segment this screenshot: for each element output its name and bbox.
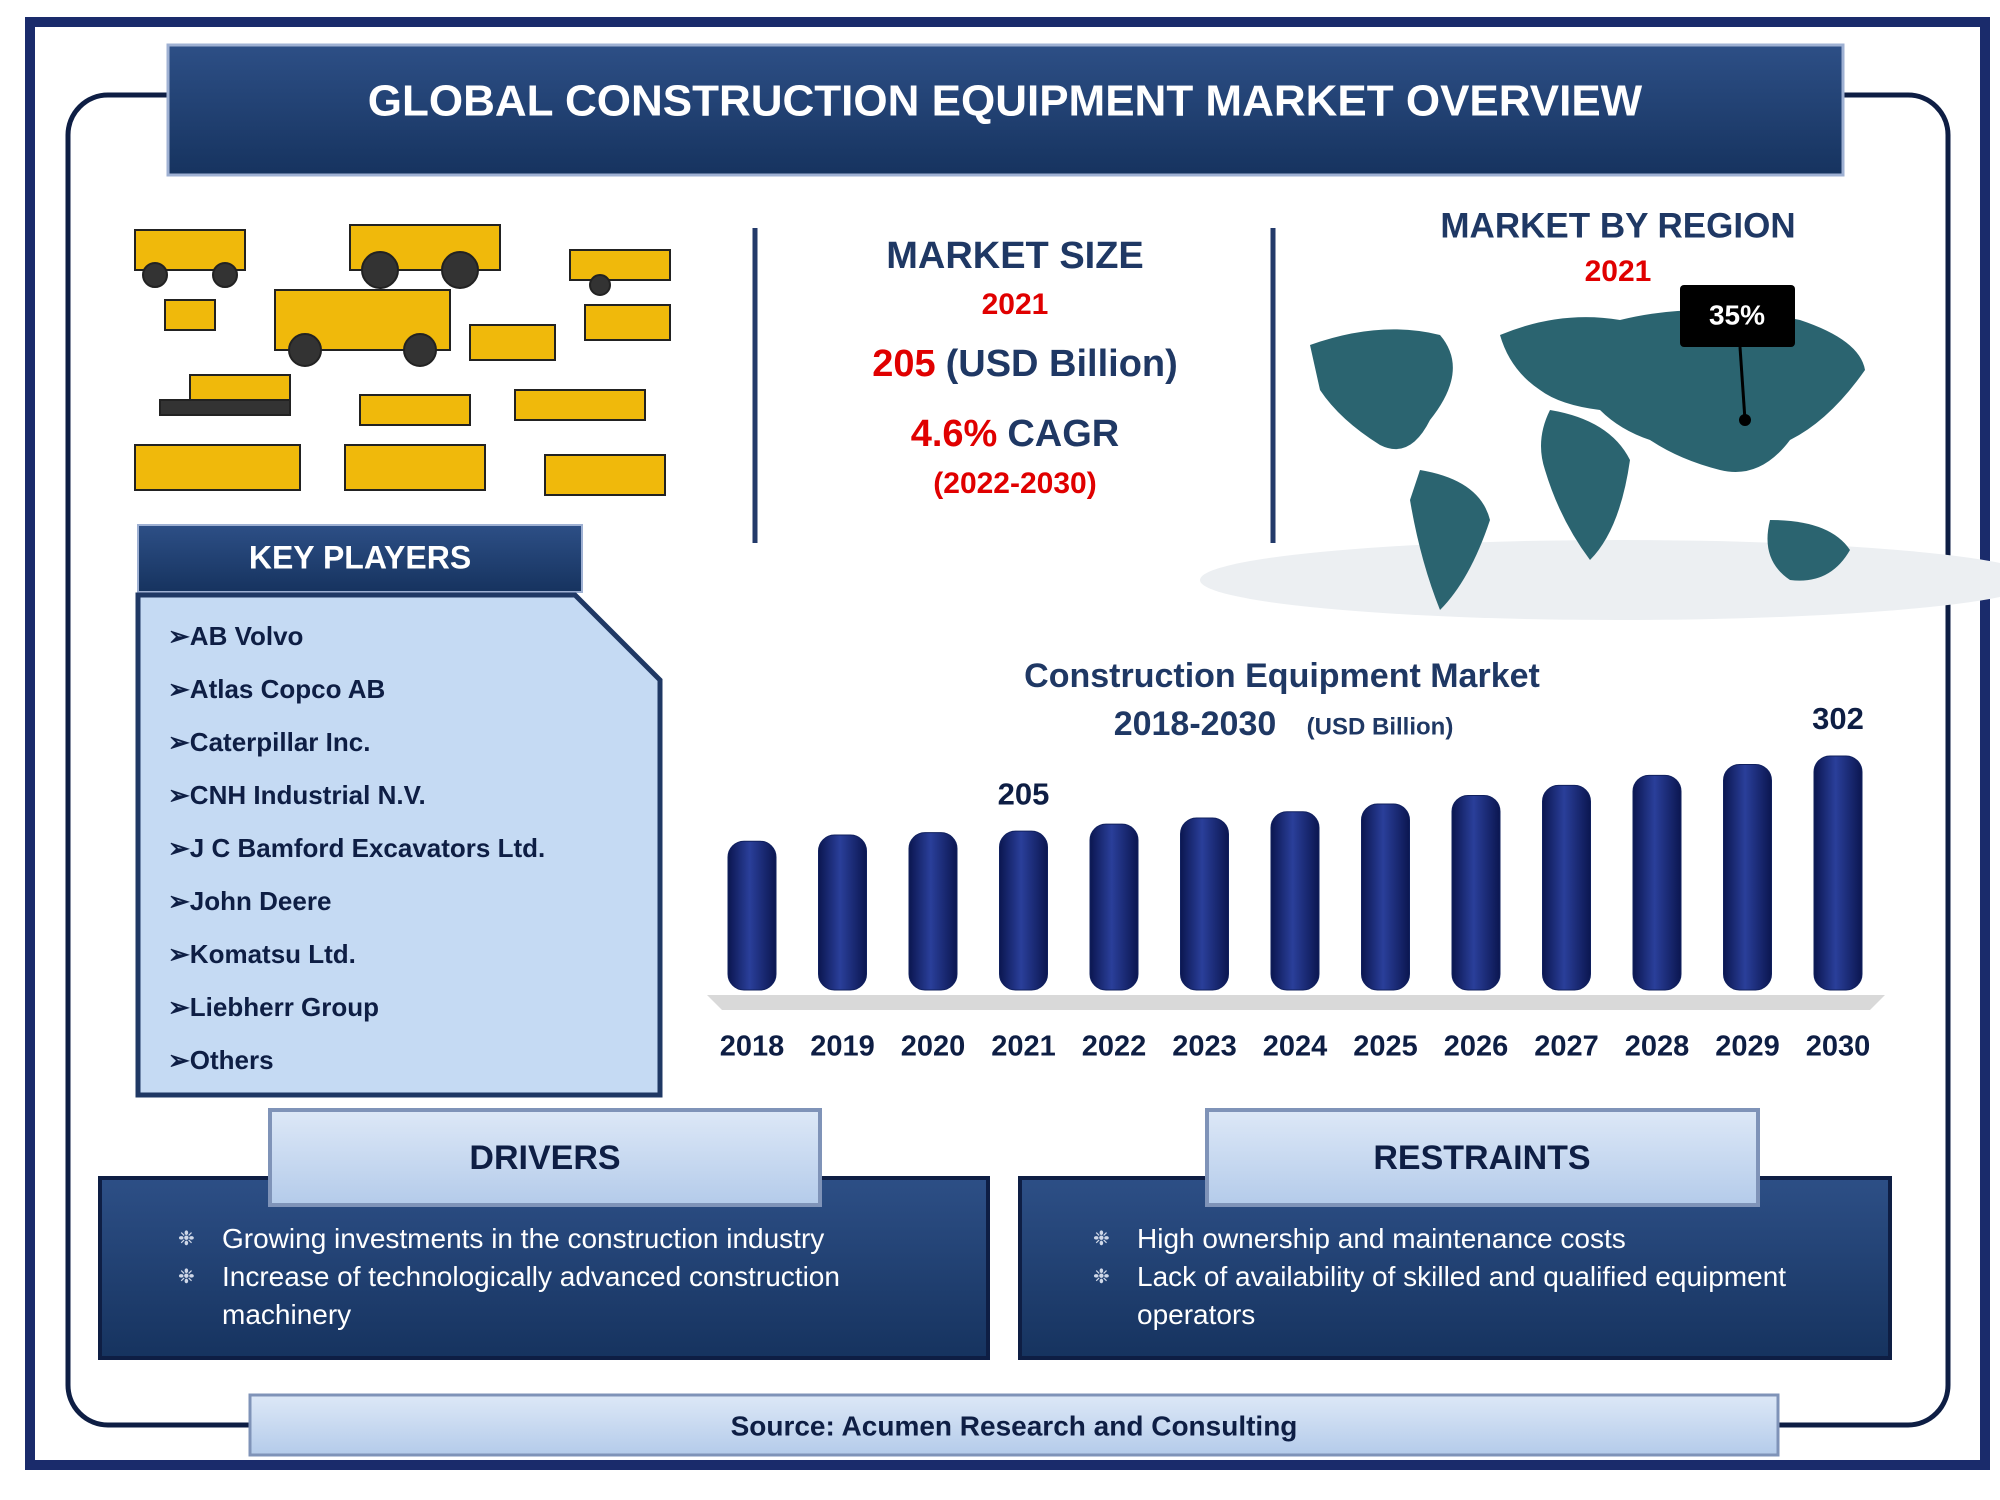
restraints-list: High ownership and maintenance costsLack… [1093, 1220, 1833, 1334]
region-callout [1680, 285, 1795, 347]
key-player-name: CNH Industrial N.V. [190, 780, 426, 810]
x-tick-label: 2030 [1806, 1031, 1871, 1063]
bar [818, 834, 867, 991]
key-player-name: Others [190, 1045, 274, 1075]
list-item: Increase of technologically advanced con… [178, 1258, 898, 1334]
list-item: Lack of availability of skilled and qual… [1093, 1258, 1833, 1334]
x-tick-label: 2022 [1082, 1031, 1147, 1063]
bar [1542, 784, 1591, 991]
key-player-name: John Deere [190, 886, 332, 916]
market-unit: (USD Billion) [946, 343, 1178, 385]
region-callout-text: 35% [1709, 299, 1765, 330]
bar [1361, 803, 1410, 991]
x-tick-label: 2021 [991, 1031, 1056, 1063]
key-player: ➢Atlas Copco AB [168, 674, 385, 704]
value-label: 205 [998, 776, 1050, 811]
restraints-title: RESTRAINTS [1373, 1139, 1590, 1177]
bar-chart: 2018 2019 2020 2021 205 2022 2023 2024 2025 2026 2… [720, 701, 1871, 1063]
key-player: ➢CNH Industrial N.V. [168, 780, 426, 810]
equipment-illustrations [134, 224, 671, 496]
key-player-name: Atlas Copco AB [190, 674, 386, 704]
key-player-name: Liebherr Group [190, 992, 379, 1022]
title-banner [166, 43, 1845, 177]
bullet: ➢ [168, 780, 190, 810]
chart-subtitle: 2018-2030 [1114, 705, 1277, 743]
market-size-value: 205 (USD Billion) [872, 343, 1178, 385]
x-tick-label: 2025 [1353, 1031, 1418, 1063]
bar [1632, 774, 1682, 991]
key-player-name: J C Bamford Excavators Ltd. [190, 833, 545, 863]
key-player: ➢Liebherr Group [168, 992, 379, 1022]
world-map [1200, 310, 2000, 620]
key-player: ➢Caterpillar Inc. [168, 727, 370, 757]
key-player: ➢Komatsu Ltd. [168, 939, 356, 969]
page-title: GLOBAL CONSTRUCTION EQUIPMENT MARKET OVE… [368, 77, 1643, 126]
key-player: ➢AB Volvo [168, 621, 303, 651]
bar [1270, 811, 1320, 991]
key-players-title: KEY PLAYERS [249, 539, 471, 575]
bar [999, 830, 1048, 991]
key-player: ➢John Deere [168, 886, 331, 916]
value-label: 302 [1812, 701, 1864, 736]
callout-pointer [1738, 346, 1747, 421]
drivers-list: Growing investments in the construction … [178, 1220, 898, 1334]
list-item: High ownership and maintenance costs [1093, 1220, 1833, 1258]
market-value: 205 [872, 343, 935, 385]
callout-dot [1739, 414, 1751, 426]
bullet: ➢ [168, 1045, 190, 1075]
key-players-box [135, 592, 663, 1098]
bullet: ➢ [168, 992, 190, 1022]
x-tick-label: 2026 [1444, 1031, 1509, 1063]
bullet: ➢ [168, 939, 190, 969]
cagr-value: 4.6% [911, 413, 998, 455]
market-size-year: 2021 [982, 288, 1049, 321]
drivers-header [268, 1108, 822, 1207]
source-bar [248, 1393, 1780, 1457]
restraints-header [1205, 1108, 1760, 1207]
key-player-name: Komatsu Ltd. [190, 939, 356, 969]
outer-frame [25, 17, 1990, 1470]
bar [908, 832, 958, 991]
x-tick-label: 2024 [1263, 1031, 1328, 1063]
bullet: ➢ [168, 621, 190, 651]
key-player-name: AB Volvo [190, 621, 304, 651]
bullet: ➢ [168, 727, 190, 757]
x-tick-label: 2020 [901, 1031, 966, 1063]
market-size-title: MARKET SIZE [886, 235, 1144, 277]
bar [1180, 817, 1229, 991]
bar [1723, 763, 1772, 991]
cagr-period: (2022-2030) [933, 467, 1096, 500]
list-item: Growing investments in the construction … [178, 1220, 898, 1258]
bullet: ➢ [168, 886, 190, 916]
cagr: 4.6% CAGR [911, 413, 1120, 455]
chart-unit: (USD Billion) [1307, 713, 1454, 740]
source: Source: Acumen Research and Consulting [731, 1410, 1298, 1441]
cagr-label: CAGR [1007, 413, 1119, 455]
region-year: 2021 [1585, 255, 1652, 288]
x-tick-label: 2018 [720, 1031, 785, 1063]
x-tick-label: 2029 [1715, 1031, 1780, 1063]
bar [1089, 823, 1139, 991]
bullet: ➢ [168, 674, 190, 704]
bar [1451, 794, 1501, 991]
x-tick-label: 2028 [1625, 1031, 1690, 1063]
key-players-header [137, 524, 583, 593]
chart-floor [707, 995, 1885, 1010]
region-title: MARKET BY REGION [1440, 206, 1795, 245]
chart-title: Construction Equipment Market [1024, 657, 1540, 695]
drivers-title: DRIVERS [469, 1139, 620, 1177]
x-tick-label: 2023 [1172, 1031, 1237, 1063]
key-player: ➢Others [168, 1045, 274, 1075]
bullet: ➢ [168, 833, 190, 863]
key-players-list: ➢AB Volvo➢Atlas Copco AB➢Caterpillar Inc… [168, 621, 545, 1075]
x-tick-label: 2019 [810, 1031, 875, 1063]
bar [727, 840, 777, 991]
key-player-name: Caterpillar Inc. [190, 727, 371, 757]
bar [1813, 755, 1863, 991]
x-tick-label: 2027 [1534, 1031, 1599, 1063]
key-player: ➢J C Bamford Excavators Ltd. [168, 833, 545, 863]
